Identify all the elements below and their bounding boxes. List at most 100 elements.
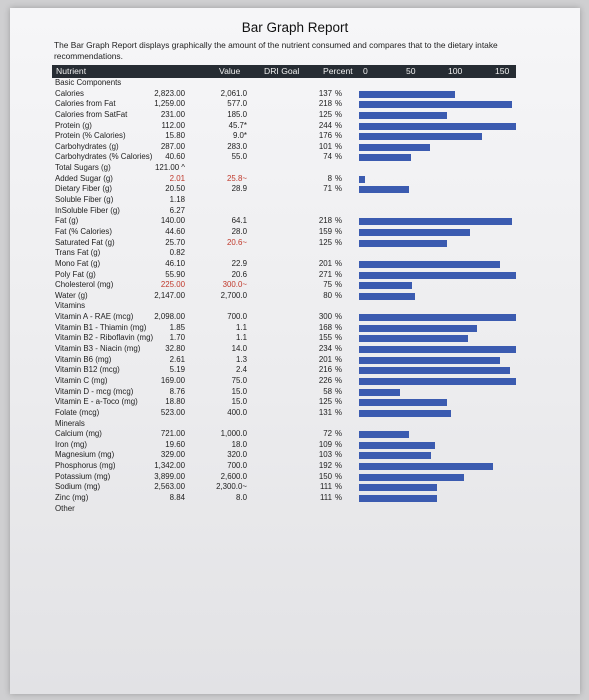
percent-value: 58 xyxy=(323,386,332,396)
nutrient-name: Vitamin D - mcg (mcg) xyxy=(55,386,134,396)
percent-value: 192 xyxy=(318,461,332,471)
table-row: Calories 2,823.00 2,061.0 137% xyxy=(52,89,516,100)
percent-sign: % xyxy=(335,461,343,471)
table-row: Potassium (mg) 3,899.00 2,600.0 150% xyxy=(52,472,516,483)
dri-goal: 14.0 xyxy=(231,344,247,354)
report-description: The Bar Graph Report displays graphicall… xyxy=(54,40,498,61)
nutrient-name: Vitamin B1 - Thiamin (mg) xyxy=(55,322,147,332)
percent-value: 75 xyxy=(323,280,332,290)
percent-value: 125 xyxy=(318,109,332,119)
table-row: Vitamin E - a-Toco (mg) 18.80 15.0 125% xyxy=(52,397,516,408)
percent-bar xyxy=(359,122,516,130)
nutrient-name: Dietary Fiber (g) xyxy=(55,184,112,194)
nutrient-name: Poly Fat (g) xyxy=(55,269,96,279)
nutrient-value: 1.85 xyxy=(169,322,185,332)
percent-bar xyxy=(359,186,409,194)
nutrient-value: 1,342.00 xyxy=(154,461,185,471)
percent-bar xyxy=(359,409,451,417)
percent-sign: % xyxy=(335,88,343,98)
dri-goal: 1.1 xyxy=(236,322,247,332)
table-row: Vitamin D - mcg (mcg) 8.76 15.0 58% xyxy=(52,387,516,398)
percent-sign: % xyxy=(335,99,343,109)
percent-bar xyxy=(359,463,494,471)
section-label: Basic Components xyxy=(55,78,122,87)
percent-bar xyxy=(359,260,500,268)
nutrient-value: 2,563.00 xyxy=(154,482,185,492)
dri-goal: 55.0 xyxy=(231,152,247,162)
section-heading: Vitamins xyxy=(52,301,516,312)
percent-bar xyxy=(359,314,516,322)
percent-sign: % xyxy=(335,237,343,247)
nutrient-value: 121.00 ^ xyxy=(154,163,185,173)
header-value: Value xyxy=(219,66,241,76)
nutrient-value: 112.00 xyxy=(161,120,185,130)
table-header: Nutrient Value DRI Goal Percent 0 50 100… xyxy=(52,65,516,78)
nutrient-name: Added Sugar (g) xyxy=(55,173,113,183)
percent-sign: % xyxy=(335,386,343,396)
dri-goal: 400.0 xyxy=(227,407,247,417)
nutrient-name: Calories from Fat xyxy=(55,99,116,109)
dri-goal: 2,700.0 xyxy=(220,290,247,300)
nutrient-value: 329.00 xyxy=(160,450,185,460)
percent-value: 72 xyxy=(323,429,332,439)
header-dri-goal: DRI Goal xyxy=(264,66,300,76)
percent-value: 244 xyxy=(318,120,332,130)
dri-goal: 320.0 xyxy=(227,450,247,460)
nutrient-value: 1.70 xyxy=(169,333,185,343)
table-row: Poly Fat (g) 55.90 20.6 271% xyxy=(52,270,516,281)
percent-sign: % xyxy=(335,269,343,279)
percent-bar xyxy=(359,228,471,236)
nutrient-name: Soluble Fiber (g) xyxy=(55,195,114,205)
percent-value: 103 xyxy=(318,450,332,460)
percent-bar xyxy=(359,484,437,492)
percent-sign: % xyxy=(335,354,343,364)
dri-goal: 2,300.0~ xyxy=(216,482,247,492)
percent-value: 201 xyxy=(318,354,332,364)
percent-value: 8 xyxy=(327,173,332,183)
percent-bar xyxy=(359,154,411,162)
section-heading: Minerals xyxy=(52,419,516,430)
percent-sign: % xyxy=(335,471,343,481)
nutrient-name: Total Sugars (g) xyxy=(55,163,111,173)
section-heading: Other xyxy=(52,504,516,515)
nutrient-name: InSoluble Fiber (g) xyxy=(55,205,120,215)
percent-bar xyxy=(359,494,437,502)
nutrient-value: 55.90 xyxy=(165,269,185,279)
nutrient-name: Trans Fat (g) xyxy=(55,248,101,258)
percent-bar xyxy=(359,143,430,151)
dri-goal: 15.0 xyxy=(231,397,247,407)
section-heading: Basic Components xyxy=(52,78,516,89)
percent-sign: % xyxy=(335,258,343,268)
table-row: InSoluble Fiber (g) 6.27 xyxy=(52,206,516,217)
table-row: Vitamin C (mg) 169.00 75.0 226% xyxy=(52,376,516,387)
nutrient-value: 32.80 xyxy=(165,344,185,354)
table-row: Dietary Fiber (g) 20.50 28.9 71% xyxy=(52,184,516,195)
percent-sign: % xyxy=(335,429,343,439)
table-row: Vitamin B3 - Niacin (mg) 32.80 14.0 234% xyxy=(52,344,516,355)
table-row: Added Sugar (g) 2.01 25.8~ 8% xyxy=(52,174,516,185)
table-row: Total Sugars (g) 121.00 ^ xyxy=(52,163,516,174)
percent-bar xyxy=(359,90,455,98)
nutrient-name: Phosphorus (mg) xyxy=(55,461,116,471)
dri-goal: 700.0 xyxy=(227,461,247,471)
percent-bar xyxy=(359,282,412,290)
dri-goal: 700.0 xyxy=(227,312,247,322)
percent-bar xyxy=(359,292,415,300)
dri-goal: 2.4 xyxy=(236,365,247,375)
nutrient-value: 1.18 xyxy=(169,195,185,205)
percent-bar xyxy=(359,324,477,332)
dri-goal: 185.0 xyxy=(227,109,247,119)
percent-bar xyxy=(359,218,512,226)
percent-value: 150 xyxy=(318,471,332,481)
dri-goal: 1.1 xyxy=(236,333,247,343)
nutrient-name: Carbohydrates (% Calories) xyxy=(55,152,153,162)
percent-value: 101 xyxy=(318,141,332,151)
table-row: Vitamin B2 - Riboflavin (mg) 1.70 1.1 155% xyxy=(52,333,516,344)
dri-goal: 1,000.0 xyxy=(220,429,247,439)
table-row: Zinc (mg) 8.84 8.0 111% xyxy=(52,493,516,504)
dri-goal: 20.6 xyxy=(231,269,247,279)
nutrient-value: 2.01 xyxy=(169,173,185,183)
percent-sign: % xyxy=(335,226,343,236)
table-row: Calories from SatFat 231.00 185.0 125% xyxy=(52,110,516,121)
dri-goal: 45.7* xyxy=(228,120,247,130)
